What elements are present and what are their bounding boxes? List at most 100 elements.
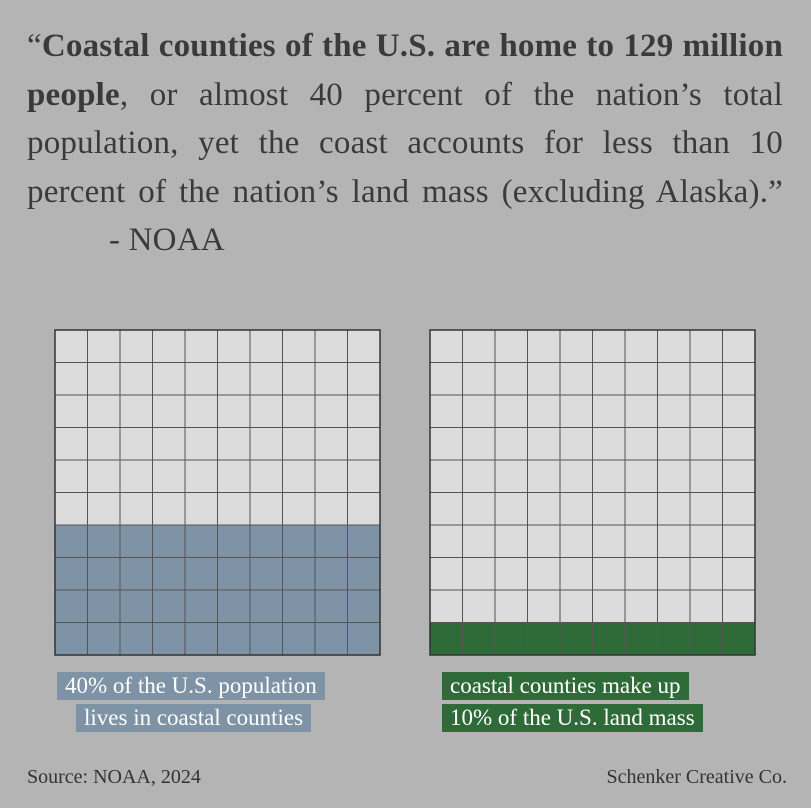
waffle-cell-empty <box>494 524 528 558</box>
waffle-cell-empty <box>314 492 348 526</box>
waffle-cell-empty <box>494 459 528 493</box>
waffle-cell-empty <box>657 589 691 623</box>
waffle-cell-empty <box>722 492 756 526</box>
waffle-cell-empty <box>184 492 218 526</box>
waffle-cell-empty <box>462 394 496 428</box>
waffle-cell-empty <box>689 459 723 493</box>
waffle-cell-empty <box>87 362 121 396</box>
waffle-cell-empty <box>217 492 251 526</box>
waffle-cell-empty <box>494 557 528 591</box>
waffle-cell-empty <box>429 329 463 363</box>
waffle-cell-empty <box>689 329 723 363</box>
waffle-cell-empty <box>722 427 756 461</box>
waffle-cell-empty <box>559 427 593 461</box>
waffle-cell-filled <box>314 589 348 623</box>
waffle-cell-empty <box>152 427 186 461</box>
waffle-cell-filled <box>152 557 186 591</box>
waffle-cell-empty <box>527 427 561 461</box>
waffle-cell-empty <box>54 459 88 493</box>
waffle-cell-empty <box>462 557 496 591</box>
waffle-cell-empty <box>282 394 316 428</box>
waffle-cell-empty <box>119 492 153 526</box>
waffle-cell-filled <box>347 589 381 623</box>
waffle-population <box>54 329 381 656</box>
waffle-border <box>429 329 756 656</box>
waffle-cell-empty <box>722 557 756 591</box>
waffle-cell-empty <box>87 459 121 493</box>
waffle-cell-empty <box>559 362 593 396</box>
waffle-cell-empty <box>282 459 316 493</box>
waffle-cell-empty <box>657 329 691 363</box>
waffle-cell-empty <box>689 557 723 591</box>
waffle-cell-empty <box>347 459 381 493</box>
quote-open-mark: “ <box>27 28 42 64</box>
waffle-cell-empty <box>429 459 463 493</box>
waffle-cell-filled <box>54 557 88 591</box>
waffle-cell-empty <box>87 427 121 461</box>
waffle-cell-empty <box>624 427 658 461</box>
waffle-cell-empty <box>624 589 658 623</box>
waffle-cell-empty <box>592 329 626 363</box>
waffle-cell-filled <box>347 557 381 591</box>
waffle-cell-filled <box>87 622 121 656</box>
waffle-cell-empty <box>624 492 658 526</box>
population-label-line-2: lives in coastal counties <box>76 704 312 732</box>
waffle-cell-empty <box>87 394 121 428</box>
waffle-cell-filled <box>152 524 186 558</box>
land-label-line-2: 10% of the U.S. land mass <box>442 704 703 732</box>
waffle-cell-filled <box>527 622 561 656</box>
waffle-cell-empty <box>462 459 496 493</box>
waffle-cell-empty <box>527 492 561 526</box>
waffle-cell-empty <box>494 329 528 363</box>
waffle-cell-empty <box>527 362 561 396</box>
waffle-cell-empty <box>152 362 186 396</box>
waffle-cell-empty <box>249 427 283 461</box>
waffle-cell-filled <box>689 622 723 656</box>
waffle-cell-empty <box>249 362 283 396</box>
waffle-cell-empty <box>54 492 88 526</box>
waffle-cell-empty <box>119 459 153 493</box>
waffle-cell-empty <box>494 394 528 428</box>
waffle-cell-empty <box>592 362 626 396</box>
waffle-cell-empty <box>429 427 463 461</box>
waffle-cell-empty <box>54 394 88 428</box>
waffle-cell-empty <box>624 524 658 558</box>
waffle-cell-filled <box>282 589 316 623</box>
waffle-cell-filled <box>217 589 251 623</box>
waffle-cell-empty <box>119 427 153 461</box>
quote-bold-part: Coastal counties of the U.S. are home to… <box>27 28 783 113</box>
waffle-cell-filled <box>282 524 316 558</box>
waffle-cell-empty <box>314 362 348 396</box>
waffle-cell-filled <box>249 557 283 591</box>
waffle-cell-empty <box>722 394 756 428</box>
waffle-cell-filled <box>282 557 316 591</box>
waffle-cell-empty <box>592 524 626 558</box>
waffle-cell-empty <box>494 427 528 461</box>
waffle-cell-empty <box>559 589 593 623</box>
waffle-cell-filled <box>429 622 463 656</box>
waffle-cell-empty <box>347 427 381 461</box>
credit-note: Schenker Creative Co. <box>606 766 788 788</box>
waffle-cell-empty <box>217 329 251 363</box>
waffle-cell-empty <box>314 427 348 461</box>
waffle-cell-empty <box>184 362 218 396</box>
waffle-cell-empty <box>217 362 251 396</box>
waffle-cell-filled <box>217 557 251 591</box>
waffle-cell-empty <box>657 492 691 526</box>
waffle-cell-empty <box>314 329 348 363</box>
waffle-cell-empty <box>87 492 121 526</box>
waffle-cell-filled <box>624 622 658 656</box>
waffle-cell-empty <box>624 362 658 396</box>
waffle-cell-empty <box>184 427 218 461</box>
waffle-cell-filled <box>249 524 283 558</box>
waffle-cell-filled <box>152 622 186 656</box>
waffle-cell-empty <box>282 492 316 526</box>
waffle-cell-empty <box>527 589 561 623</box>
waffle-cell-empty <box>559 492 593 526</box>
waffle-cell-empty <box>54 329 88 363</box>
waffle-cell-empty <box>494 589 528 623</box>
waffle-cell-empty <box>429 589 463 623</box>
waffle-cell-empty <box>657 557 691 591</box>
waffle-cell-empty <box>429 492 463 526</box>
waffle-cell-empty <box>462 524 496 558</box>
